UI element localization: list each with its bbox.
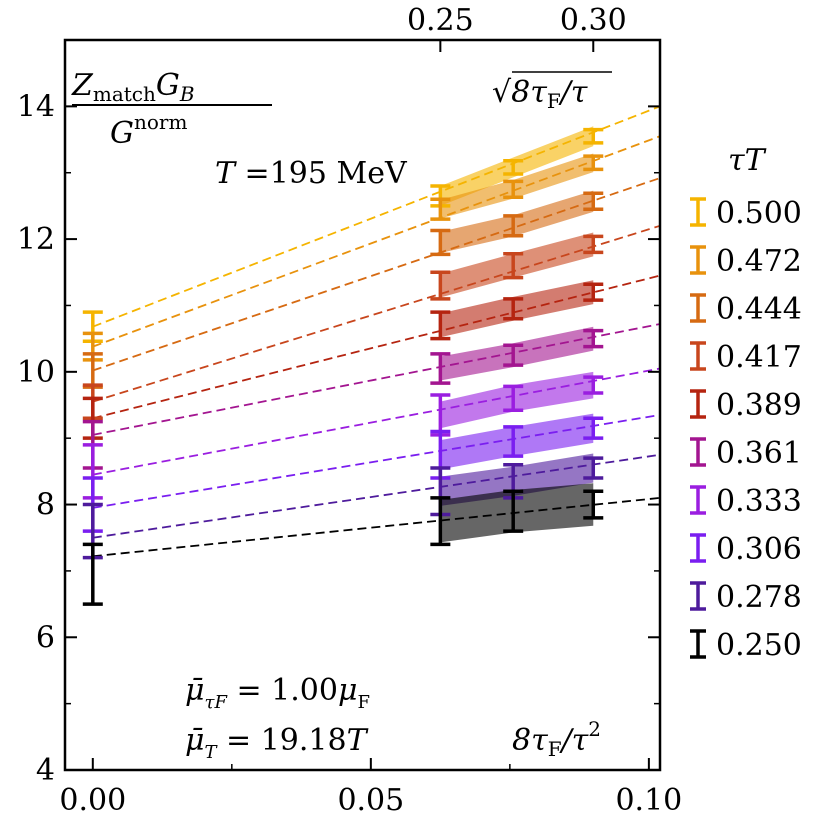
y-tick-label: 4 (36, 753, 55, 788)
y-tick-label: 10 (17, 355, 55, 390)
point-0.444 (503, 214, 524, 238)
point-0.389 (503, 297, 524, 321)
legend-entry-0.250: 0.250 (690, 628, 802, 663)
fit-lines (92, 105, 661, 558)
legend-label: 0.389 (716, 388, 802, 423)
top-tick-label: 0.25 (407, 3, 474, 38)
legend-label: 0.278 (716, 580, 802, 615)
fit-line-0.444 (92, 177, 661, 372)
point-0.250 (583, 489, 604, 520)
point-0.417 (583, 234, 604, 255)
ylabel-top: ZmatchGB (71, 68, 195, 106)
point-0.361 (430, 352, 451, 385)
legend-entry-0.333: 0.333 (690, 484, 802, 519)
fit-line-0.333 (92, 367, 661, 476)
point-0.333 (503, 384, 524, 413)
band-0.278 (440, 453, 594, 506)
point-0.250 (503, 489, 524, 533)
legend-entry-0.472: 0.472 (690, 244, 802, 279)
band-0.472 (440, 153, 594, 219)
point-0.472 (583, 154, 604, 172)
point-0.306 (503, 425, 524, 458)
top-tick-label: 0.30 (560, 3, 627, 38)
legend-label: 0.417 (716, 340, 802, 375)
y-tick-label: 6 (36, 620, 55, 655)
x-tick-label: 0.05 (337, 783, 404, 818)
point-0.472 (503, 179, 524, 200)
temperature-label: T =195 MeV (215, 156, 408, 191)
band-0.389 (440, 280, 594, 338)
ylabel-bottom: Gnorm (110, 110, 187, 151)
point-0.444 (430, 228, 451, 257)
legend-label: 0.500 (716, 196, 802, 231)
band-0.333 (440, 371, 594, 429)
legend-label: 0.361 (716, 436, 802, 471)
point-0.500 (503, 159, 524, 176)
point-0.333 (583, 375, 604, 395)
point-0.472 (430, 197, 451, 221)
xlabel: 8τF/τ2 (512, 717, 601, 761)
legend-entry-0.278: 0.278 (690, 580, 802, 615)
point-0.444 (583, 191, 604, 211)
y-tick-label: 12 (17, 222, 55, 257)
legend-label: 0.306 (716, 532, 802, 567)
legend-entry-0.361: 0.361 (690, 436, 802, 471)
legend-label: 0.444 (716, 292, 802, 327)
band-0.306 (440, 413, 594, 470)
point-0.306 (583, 416, 604, 440)
band-0.417 (440, 232, 594, 298)
legend-label: 0.333 (716, 484, 802, 519)
point-0.417 (503, 251, 524, 280)
point-0.250 (430, 496, 451, 547)
y-tick-label: 14 (17, 89, 55, 124)
band-0.361 (440, 326, 594, 381)
point-0.417 (430, 270, 451, 301)
band-0.444 (440, 190, 594, 254)
legend-entry-0.500: 0.500 (690, 196, 802, 231)
legend-title: τT (728, 143, 767, 178)
legend-entry-0.444: 0.444 (690, 292, 802, 327)
fit-line-0.278 (92, 453, 661, 539)
error-bands (440, 126, 594, 543)
plot-frame (63, 38, 662, 772)
point-0.361 (583, 328, 604, 349)
x-tick-label: 0.10 (615, 783, 682, 818)
annotation-mu-T: μ̄T = 19.18T (185, 723, 369, 763)
fit-line-0.306 (92, 414, 661, 509)
data-points (82, 127, 604, 606)
point-0.389 (430, 310, 451, 341)
fit-line-0.472 (92, 135, 661, 348)
extrapolation-0.250 (82, 542, 103, 606)
point-0.500 (583, 127, 604, 145)
legend-entry-0.389: 0.389 (690, 388, 802, 423)
legend-entry-0.306: 0.306 (690, 532, 802, 567)
legend-entry-0.417: 0.417 (690, 340, 802, 375)
fit-line-0.361 (92, 323, 661, 436)
legend: 0.500 0.472 0.444 0.417 0.389 0.361 0.333 0.306… (690, 196, 802, 663)
point-0.361 (503, 343, 524, 367)
point-0.278 (583, 456, 604, 480)
fit-line-0.500 (92, 105, 661, 328)
annotation-mu-tau: μ̄τF = 1.00μF (185, 673, 370, 713)
point-0.389 (583, 282, 604, 302)
fit-line-0.250 (92, 497, 661, 558)
x-tick-label: 0.00 (59, 783, 126, 818)
legend-label: 0.250 (716, 628, 802, 663)
legend-label: 0.472 (716, 244, 802, 279)
fit-line-0.417 (92, 224, 661, 403)
y-tick-label: 8 (36, 488, 55, 523)
top-axis-label: √8τF/τ (492, 75, 588, 113)
